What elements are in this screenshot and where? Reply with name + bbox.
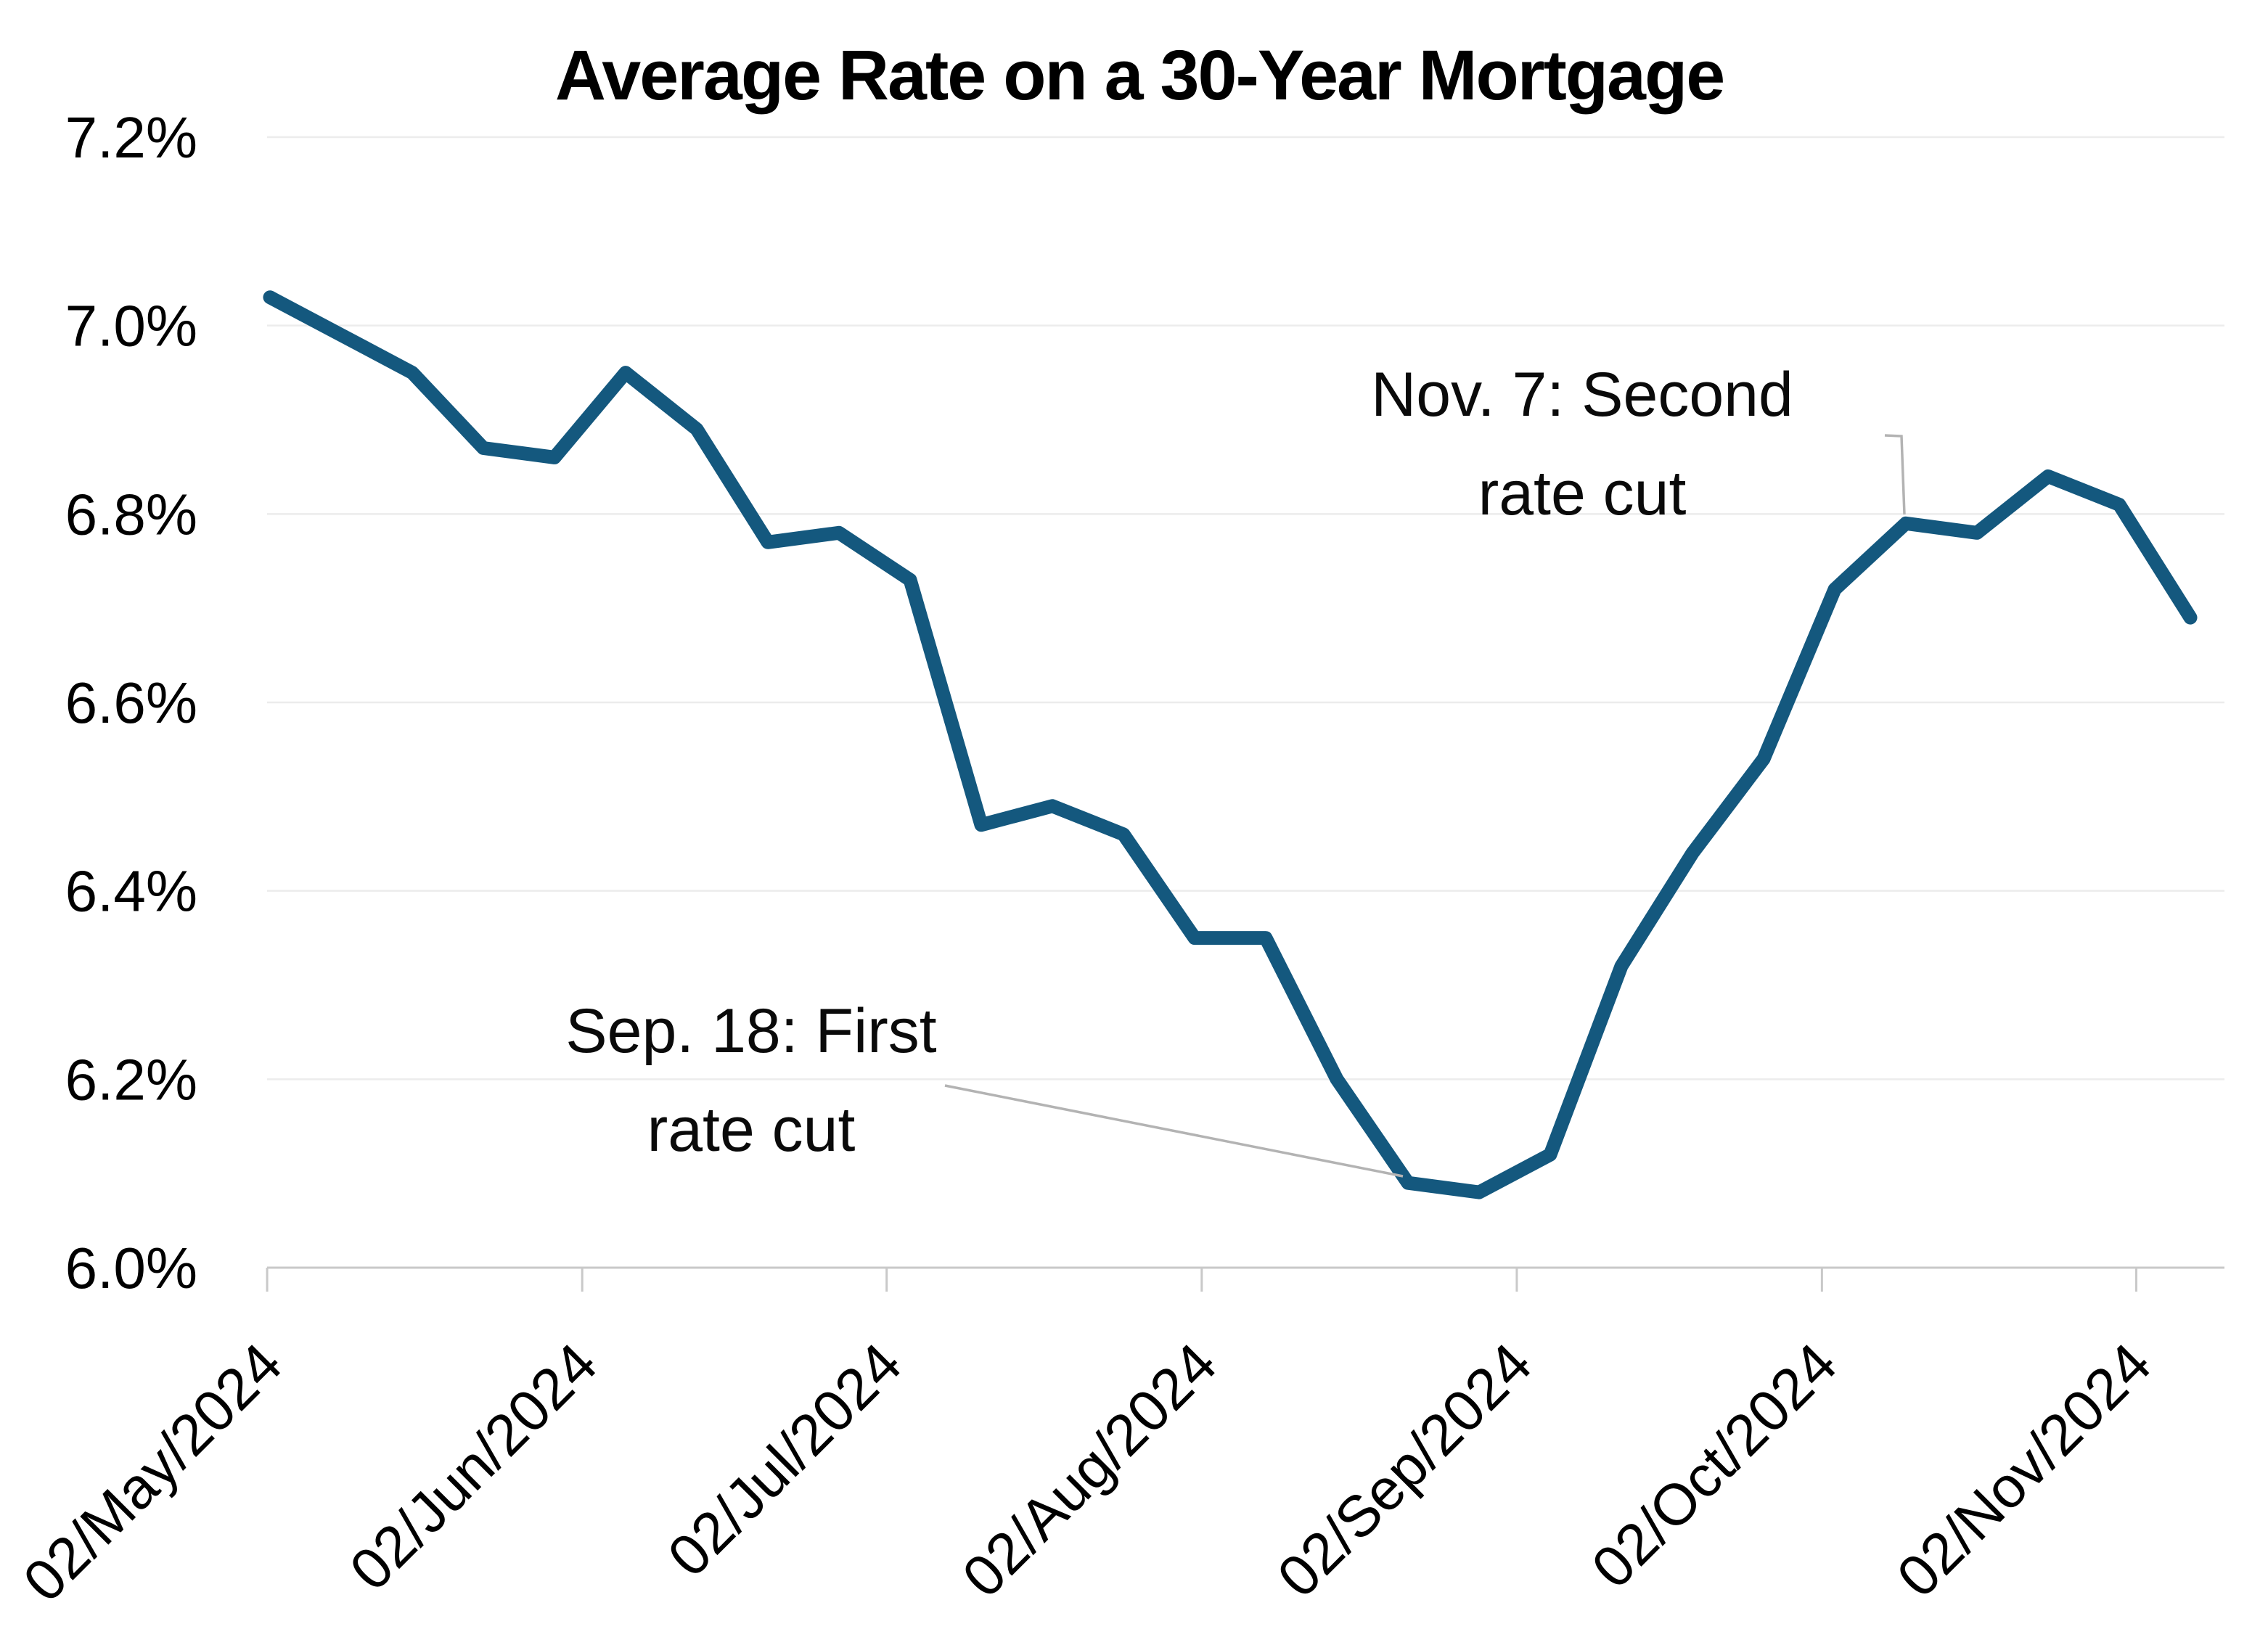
- chart-title: Average Rate on a 30-Year Mortgage: [555, 36, 1724, 115]
- annotation-text: Sep. 18: First: [565, 996, 937, 1066]
- annotation-leader-line: [944, 1084, 1404, 1178]
- rate-line-layer: [263, 290, 2198, 1199]
- x-tick-label: 02/Oct/2024: [1579, 1331, 1849, 1600]
- y-tick-label: 6.8%: [65, 482, 197, 546]
- y-tick-label: 6.0%: [65, 1236, 197, 1300]
- x-tick-label: 02/Nov/2024: [1885, 1331, 2163, 1609]
- annotation-first-rate-cut: Sep. 18: First rate cut: [565, 996, 1404, 1178]
- y-tick-label: 7.2%: [65, 105, 197, 170]
- x-tick-label: 02/May/2024: [11, 1331, 294, 1614]
- x-axis-layer: [266, 1266, 2224, 1292]
- y-tick-label: 6.6%: [65, 670, 197, 735]
- y-tick-label: 6.4%: [65, 859, 197, 924]
- annotation-text: rate cut: [1478, 459, 1687, 528]
- y-tick-label: 6.2%: [65, 1047, 197, 1112]
- annotation-leader-line: [1884, 434, 1906, 515]
- x-axis-labels: 02/May/2024 02/Jun/2024 02/Jul/2024 02/Aug/…: [11, 1331, 2163, 1614]
- gridlines-layer: [267, 136, 2224, 1080]
- annotation-text: Nov. 7: Second: [1371, 360, 1793, 430]
- x-tick-label: 02/Jun/2024: [337, 1331, 609, 1602]
- x-tick-label: 02/Aug/2024: [950, 1331, 1229, 1609]
- rate-line: [263, 290, 2198, 1199]
- x-tick-label: 02/Jul/2024: [655, 1331, 913, 1588]
- y-axis-labels: 7.2% 7.0% 6.8% 6.6% 6.4% 6.2% 6.0%: [65, 105, 197, 1300]
- y-tick-label: 7.0%: [65, 294, 197, 358]
- annotation-second-rate-cut: Nov. 7: Second rate cut: [1371, 360, 1906, 528]
- x-tick-label: 02/Sep/2024: [1265, 1331, 1544, 1609]
- annotations-layer: Sep. 18: First rate cut Nov. 7: Second rate…: [565, 360, 1906, 1178]
- annotation-text: rate cut: [647, 1095, 856, 1165]
